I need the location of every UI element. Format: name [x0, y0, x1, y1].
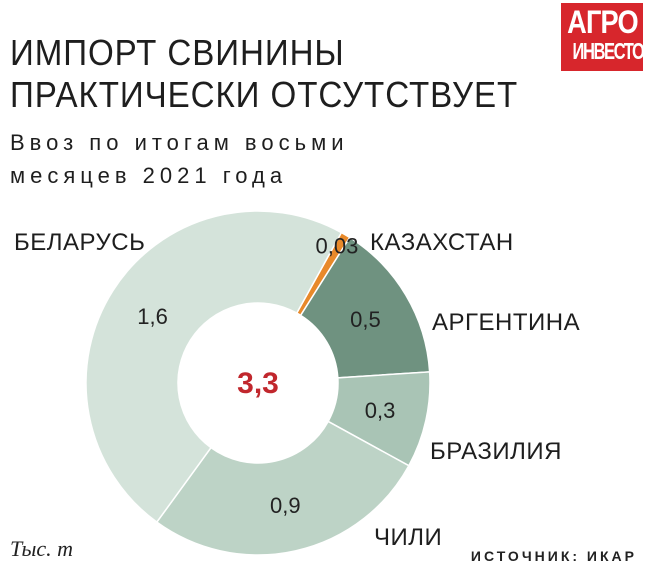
value-label-1: 0,5 [350, 307, 381, 332]
chart-subtitle: Ввоз по итогам восьми месяцев 2021 года [10, 130, 349, 188]
category-label-2: БРАЗИЛИЯ [430, 438, 562, 465]
source-label: ИСТОЧНИК: ИКАР [470, 548, 637, 564]
category-label-1: АРГЕНТИНА [432, 309, 580, 336]
donut-total: 3,3 [237, 367, 279, 400]
category-label-0: КАЗАХСТАН [370, 229, 514, 256]
value-label-4: 1,6 [137, 304, 168, 329]
value-label-3: 0,9 [270, 493, 301, 518]
value-label-2: 0,3 [365, 398, 396, 423]
donut-slices [85, 210, 431, 556]
agroinvestor-logo: АГРО ИНВЕСТОР [561, 3, 647, 71]
donut-labels: 0,03 КАЗАХСТАН 0,5 АРГЕНТИНА 0,3 БРАЗИЛИЯ 0,9 Ч… [14, 229, 580, 551]
title-line-1: ИМПОРТ СВИНИНЫ [10, 32, 345, 73]
unit-label: Тыс. т [10, 536, 73, 561]
category-label-3: ЧИЛИ [374, 524, 442, 551]
logo-line-1: АГРО [567, 4, 638, 40]
slice-3 [155, 420, 410, 556]
category-label-4: БЕЛАРУСЬ [14, 229, 145, 256]
slice-4 [85, 210, 343, 524]
chart-title: ИМПОРТ СВИНИНЫ ПРАКТИЧЕСКИ ОТСУТСТВУЕТ [10, 32, 518, 116]
value-label-0: 0,03 [316, 234, 359, 259]
title-line-2: ПРАКТИЧЕСКИ ОТСУТСТВУЕТ [10, 74, 519, 115]
